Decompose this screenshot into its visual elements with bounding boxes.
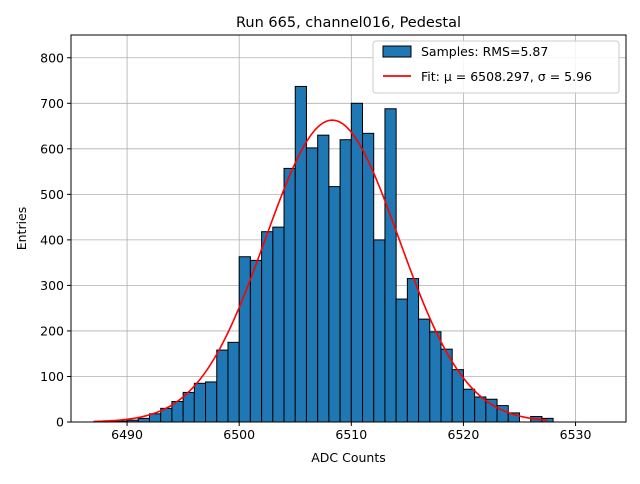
y-tick-label: 200: [40, 323, 64, 338]
histogram-bar: [451, 369, 464, 423]
histogram-bar: [362, 132, 375, 423]
histogram-bar: [350, 102, 364, 423]
histogram-bar: [249, 259, 263, 423]
histogram-bar: [182, 391, 195, 423]
histogram-bar: [227, 341, 240, 423]
x-tick-label: 6500: [223, 427, 255, 442]
y-tick-label: 500: [40, 187, 64, 202]
histogram-bar: [205, 381, 218, 423]
histogram-bar: [317, 134, 330, 423]
histogram-bar: [328, 186, 341, 423]
histogram-bar: [305, 147, 319, 423]
x-tick-label: 6490: [111, 427, 143, 442]
y-tick-label: 300: [40, 278, 64, 293]
histogram-bar: [193, 382, 207, 423]
x-axis-label: ADC Counts: [311, 450, 386, 465]
histogram-bar: [462, 388, 476, 423]
legend-frame: [372, 40, 620, 94]
histogram-bar: [418, 318, 431, 423]
histogram-bar: [216, 349, 229, 423]
x-axis-ticks: 6490 6500 6510 6520 6530: [111, 422, 591, 442]
histogram-bar: [283, 167, 296, 423]
legend: Samples: RMS=5.87 Fit: μ = 6508.297, σ =…: [372, 40, 620, 94]
legend-label-samples: Samples: RMS=5.87: [421, 44, 548, 59]
y-tick-label: 100: [40, 369, 64, 384]
histogram-bars: [104, 85, 554, 423]
histogram-bar: [384, 108, 397, 423]
histogram-bar: [261, 231, 274, 423]
histogram-bar: [137, 417, 150, 423]
gaussian-fit-curve: [93, 119, 548, 423]
histogram-bar: [406, 278, 420, 423]
y-tick-label: 700: [40, 96, 64, 111]
y-axis-label: Entries: [14, 207, 29, 251]
legend-swatch-samples: [382, 45, 412, 58]
plot-frame: [70, 34, 627, 423]
chart-title: Run 665, channel016, Pedestal: [236, 15, 461, 31]
histogram-bar: [373, 239, 386, 423]
y-tick-label: 400: [40, 232, 64, 247]
histogram-bar: [339, 139, 352, 423]
y-tick-label: 800: [40, 50, 64, 65]
histogram-bar: [395, 298, 408, 423]
y-axis-ticks: 0 100 200 300 400 500 600 700 800: [40, 50, 71, 430]
y-tick-label: 0: [56, 415, 64, 430]
histogram-bar: [429, 331, 442, 423]
legend-label-fit: Fit: μ = 6508.297, σ = 5.96: [421, 69, 592, 84]
y-tick-label: 600: [40, 141, 64, 156]
x-tick-label: 6510: [335, 427, 367, 442]
x-tick-label: 6520: [448, 427, 480, 442]
x-tick-label: 6530: [560, 427, 592, 442]
histogram-bar: [272, 226, 285, 423]
histogram-bar: [474, 396, 487, 423]
histogram-bar: [294, 85, 307, 423]
